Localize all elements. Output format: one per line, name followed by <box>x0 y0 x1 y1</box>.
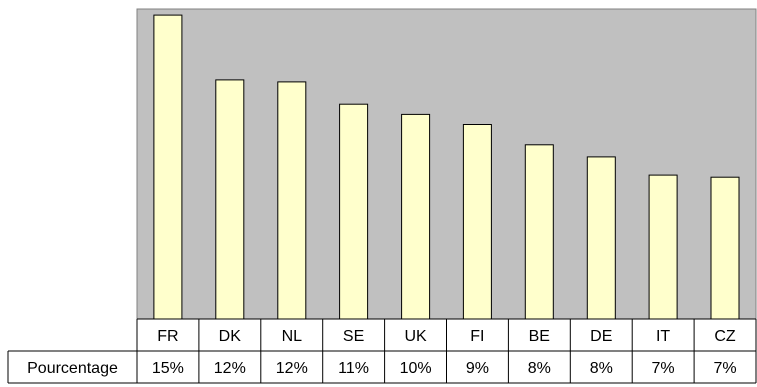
value-cell-fr: 15% <box>152 360 184 377</box>
value-cell-uk: 10% <box>400 360 432 377</box>
value-cell-be: 8% <box>528 360 551 377</box>
value-cell-de: 8% <box>590 360 613 377</box>
category-label-fi: FI <box>470 328 484 345</box>
bar-dk <box>215 79 245 320</box>
category-label-uk: UK <box>404 328 427 345</box>
category-label-se: SE <box>343 328 364 345</box>
value-cell-cz: 7% <box>713 360 736 377</box>
value-cell-it: 7% <box>652 360 675 377</box>
value-cell-se: 11% <box>338 360 369 377</box>
category-label-cz: CZ <box>714 328 736 345</box>
value-cell-nl: 12% <box>276 360 308 377</box>
row-label: Pourcentage <box>27 360 118 377</box>
category-label-de: DE <box>590 328 612 345</box>
bar-be <box>524 144 554 320</box>
bar-de <box>586 156 616 320</box>
category-label-it: IT <box>656 328 670 345</box>
bar-fi <box>462 124 492 320</box>
category-label-fr: FR <box>157 328 178 345</box>
bar-fr <box>153 14 183 320</box>
category-label-dk: DK <box>219 328 242 345</box>
data-table: FR DK NL SE UK FI BE DE IT CZ Pourcentage 15% 12% 12%… <box>7 318 757 384</box>
bar-uk <box>401 113 431 320</box>
bars-group <box>153 14 740 320</box>
value-cell-dk: 12% <box>214 360 246 377</box>
value-cell-fi: 9% <box>466 360 489 377</box>
bar-it <box>648 174 678 320</box>
bar-cz <box>710 176 740 320</box>
category-label-be: BE <box>529 328 550 345</box>
bar-se <box>339 103 369 320</box>
category-label-nl: NL <box>282 328 303 345</box>
bar-nl <box>277 81 307 320</box>
